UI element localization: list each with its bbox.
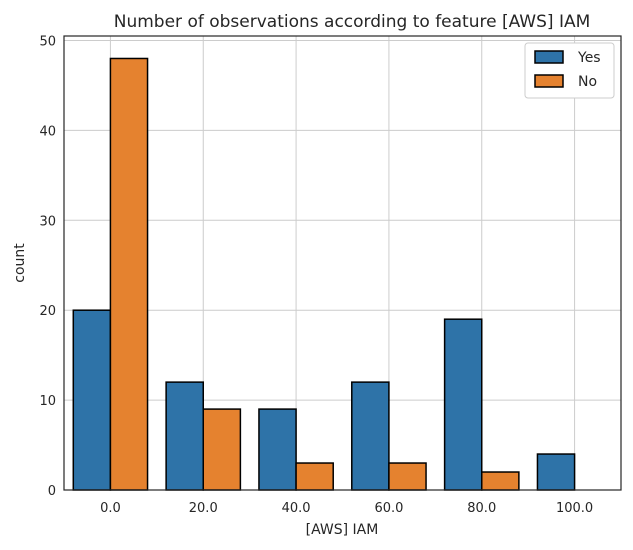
- x-tick-label: 100.0: [556, 501, 593, 516]
- y-axis-label: count: [12, 243, 28, 283]
- legend-label-yes: Yes: [577, 50, 601, 66]
- legend-swatch-yes: [534, 50, 564, 64]
- bar-no-60.0: [388, 462, 427, 491]
- x-tick-label: 80.0: [467, 501, 496, 516]
- bar-no-40.0: [295, 462, 334, 491]
- x-axis-label: [AWS] IAM: [306, 522, 379, 538]
- y-tick-label: 50: [39, 34, 56, 49]
- bar-no-20.0: [202, 408, 242, 491]
- y-tick-label: 30: [39, 214, 56, 229]
- bar-no-0.0: [109, 57, 149, 491]
- x-axis-ticks: 0.0 20.0 40.0 60.0 80.0 100.0: [100, 501, 593, 516]
- y-tick-label: 0: [48, 484, 56, 499]
- legend: Yes No: [524, 42, 615, 99]
- y-tick-label: 20: [39, 304, 56, 319]
- x-tick-label: 40.0: [282, 501, 311, 516]
- bar-yes-60.0: [351, 381, 390, 491]
- x-tick-label: 20.0: [189, 501, 218, 516]
- legend-label-no: No: [578, 74, 597, 90]
- x-tick-label: 0.0: [100, 501, 121, 516]
- bars: [72, 57, 576, 491]
- y-axis-ticks: 0 10 20 30 40 50: [39, 34, 56, 499]
- bar-yes-40.0: [258, 408, 297, 491]
- y-tick-label: 10: [39, 394, 56, 409]
- bar-no-80.0: [481, 471, 520, 491]
- legend-swatch-no: [534, 74, 564, 88]
- chart-title: Number of observations according to feat…: [114, 12, 591, 32]
- bar-yes-80.0: [443, 318, 483, 491]
- y-tick-label: 40: [39, 124, 56, 139]
- plot-frame: [63, 35, 622, 491]
- bar-yes-100.0: [536, 453, 576, 491]
- bar-yes-20.0: [165, 381, 205, 491]
- x-tick-label: 60.0: [374, 501, 403, 516]
- bar-yes-0.0: [72, 309, 112, 491]
